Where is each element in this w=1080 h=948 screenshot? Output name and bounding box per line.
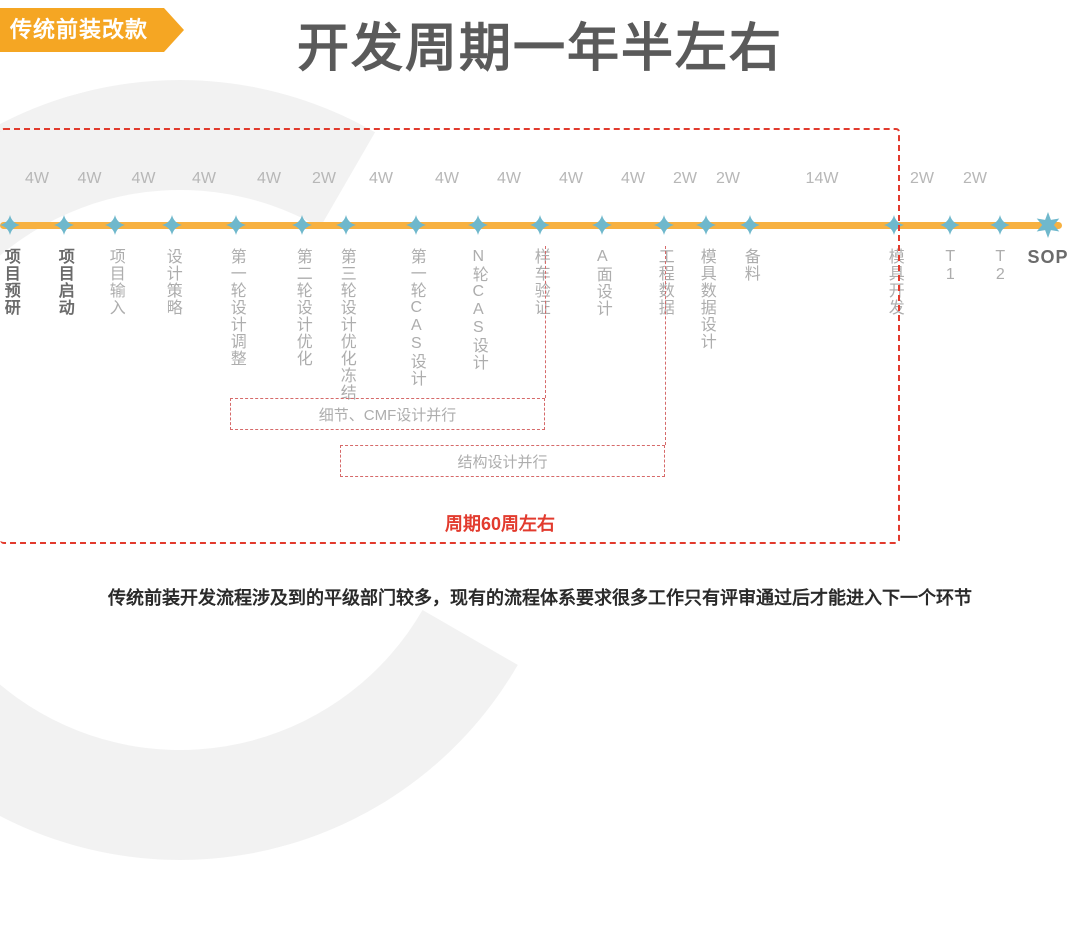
parallel-track-connector xyxy=(545,246,546,398)
parallel-track-box: 结构设计并行 xyxy=(340,445,665,477)
parallel-track-connector xyxy=(665,246,666,445)
timeline-canvas: 项目预研4W项目启动4W项目输入4W设计策略4W第一轮设计调整4W第二轮设计优化… xyxy=(0,0,1080,628)
sop-star-icon xyxy=(1035,212,1061,238)
footer-caption: 传统前装开发流程涉及到的平级部门较多，现有的流程体系要求很多工作只有评审通过后才… xyxy=(0,584,1080,610)
parallel-track-box: 细节、CMF设计并行 xyxy=(230,398,545,430)
duration-label: 2W xyxy=(963,170,987,188)
milestone-label: T1 xyxy=(941,248,959,284)
timeline-tick-icon xyxy=(990,215,1010,235)
timeline-tick-icon xyxy=(940,215,960,235)
cycle-label: 周期60周左右 xyxy=(445,510,555,536)
cycle-box xyxy=(0,128,900,544)
duration-label: 2W xyxy=(910,170,934,188)
milestone-label: T2 xyxy=(991,248,1009,284)
slide-title: 开发周期一年半左右 xyxy=(0,0,1080,81)
milestone-label: SOP xyxy=(1027,248,1068,268)
